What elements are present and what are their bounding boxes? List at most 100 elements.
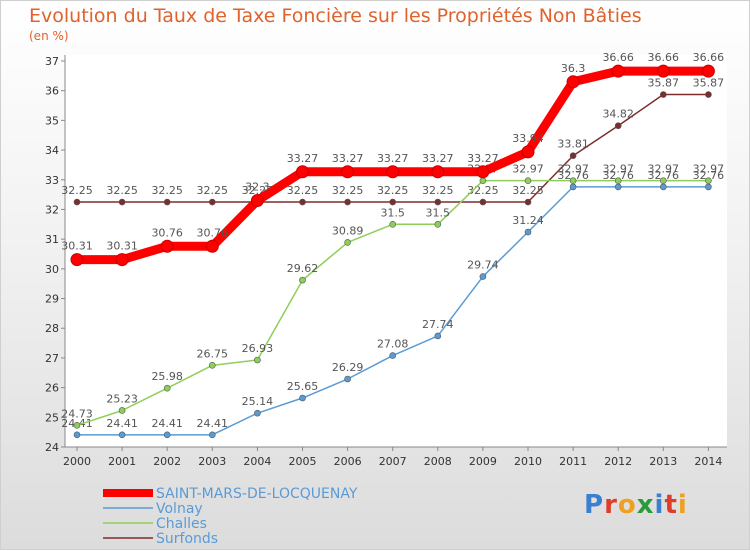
data-point	[705, 183, 712, 191]
data-point	[569, 152, 577, 160]
legend-entry: Challes	[103, 516, 207, 532]
data-point	[479, 273, 487, 280]
x-tick-label: 2009	[469, 455, 497, 468]
data-label: 33.94	[512, 132, 544, 145]
data-point	[434, 198, 442, 206]
data-label: 33.27	[467, 152, 499, 165]
data-label: 26.29	[332, 361, 364, 374]
data-label: 32.25	[106, 184, 138, 197]
x-tick-label: 2004	[243, 455, 271, 468]
legend-entry: SAINT-MARS-DE-LOCQUENAY	[103, 486, 358, 502]
data-point	[209, 431, 216, 439]
data-label: 24.73	[61, 407, 93, 420]
data-point	[344, 198, 351, 206]
data-label: 36.3	[561, 62, 586, 75]
data-label: 32.97	[648, 163, 680, 176]
data-label: 36.66	[693, 51, 725, 64]
series-surfonds: 32.25 32.25 32.25 32.25 32.25 32.25 32.25 32.25…	[61, 77, 725, 206]
data-point	[705, 177, 712, 184]
legend-label: Surfonds	[156, 531, 218, 547]
y-tick-label: 31	[45, 233, 59, 246]
data-label: 32.25	[332, 184, 364, 197]
data-label: 25.23	[106, 392, 138, 405]
data-point	[163, 431, 171, 439]
data-label: 32.25	[151, 184, 183, 197]
data-point	[209, 362, 216, 369]
data-label: 34.82	[602, 108, 634, 121]
y-tick-label: 28	[45, 322, 59, 335]
data-label: 27.08	[377, 338, 409, 351]
data-label: 33.27	[332, 152, 364, 165]
data-point	[344, 239, 351, 246]
data-point	[614, 122, 622, 130]
data-label: 32.76	[602, 169, 634, 182]
data-label: 36.66	[648, 51, 680, 64]
data-label: 30.31	[106, 240, 138, 253]
data-label: 35.87	[693, 77, 725, 90]
data-label: 31.5	[380, 206, 405, 219]
data-point	[479, 177, 487, 184]
data-point	[659, 177, 667, 184]
x-tick-label: 2012	[604, 455, 632, 468]
data-label: 25.98	[151, 370, 183, 383]
data-point	[524, 198, 532, 206]
y-tick-label: 26	[45, 382, 59, 395]
data-label: 32.3	[245, 181, 270, 194]
y-tick-label: 35	[45, 114, 59, 127]
y-tick-label: 25	[45, 411, 59, 424]
data-point	[115, 253, 129, 267]
data-label: 32.25	[197, 184, 229, 197]
data-point	[659, 183, 667, 191]
data-label: 35.87	[648, 77, 680, 90]
x-tick-label: 2011	[559, 455, 587, 468]
series-volnay: 24.4124.4124.4124.4125.1425.6526.2927.08…	[61, 169, 725, 439]
legend-entry: Surfonds	[103, 531, 218, 547]
data-label: 30.76	[197, 226, 229, 239]
data-point	[163, 198, 171, 206]
data-label: 30.76	[151, 226, 183, 239]
data-label: 30.31	[61, 240, 93, 253]
y-tick-label: 34	[45, 144, 59, 157]
data-point	[705, 91, 712, 98]
series-saint-mars-de-locquenay: 30.31 30.31 30.76 30.76 32.3 33.27 33.27 33.27 3…	[61, 51, 725, 267]
data-label: 32.25	[61, 184, 93, 197]
data-label: 33.27	[287, 152, 319, 165]
data-point	[163, 384, 171, 392]
legend-label: Volnay	[156, 501, 203, 517]
y-tick-label: 32	[45, 203, 59, 216]
x-tick-label: 2006	[334, 455, 362, 468]
data-label: 32.76	[693, 169, 725, 182]
data-label: 33.27	[377, 152, 409, 165]
y-tick-label: 29	[45, 293, 59, 306]
y-tick-label: 24	[45, 441, 59, 454]
data-point	[118, 431, 126, 439]
data-point	[299, 276, 306, 284]
y-tick-label: 33	[45, 174, 59, 187]
data-point	[614, 177, 622, 184]
proxiti-logo: Proxiti	[584, 490, 688, 520]
y-tick-label: 27	[45, 352, 59, 365]
data-point	[299, 198, 306, 206]
data-point	[479, 198, 487, 206]
data-label: 27.74	[422, 318, 454, 331]
data-label: 31.5	[426, 206, 451, 219]
x-tick-label: 2005	[289, 455, 317, 468]
x-tick-label: 2000	[63, 455, 91, 468]
data-point	[386, 165, 400, 179]
x-tick-label: 2003	[198, 455, 226, 468]
data-label: 33.81	[557, 138, 589, 151]
data-label: 30.89	[332, 224, 364, 237]
data-label: 33.27	[422, 152, 454, 165]
data-point	[341, 165, 355, 179]
x-tick-label: 2007	[379, 455, 407, 468]
data-point	[254, 356, 261, 364]
data-point	[205, 239, 219, 253]
data-label: 31.24	[512, 214, 544, 227]
data-point	[344, 375, 351, 383]
y-tick-label: 37	[45, 55, 59, 68]
legend-label: Challes	[156, 516, 207, 532]
data-label: 25.65	[287, 380, 319, 393]
data-label: 25.14	[242, 395, 274, 408]
